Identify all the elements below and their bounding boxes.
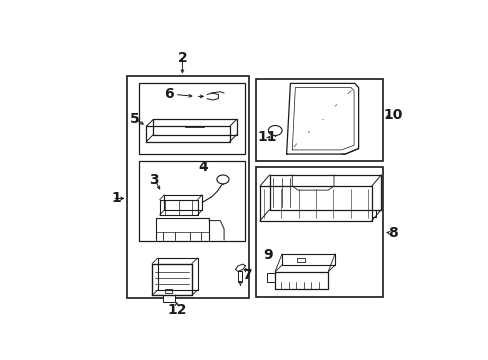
Bar [165,288,172,293]
Text: 4: 4 [198,159,208,174]
Text: 11: 11 [257,130,277,144]
Circle shape [268,126,282,135]
Text: 2: 2 [177,51,187,66]
Text: 7: 7 [242,268,251,282]
Text: 1: 1 [111,192,121,206]
Bar [163,294,175,302]
Bar [266,273,275,282]
Text: 3: 3 [149,174,159,188]
Bar [256,167,383,297]
Bar [256,79,383,161]
Text: 12: 12 [166,303,186,317]
Circle shape [217,175,228,184]
Text: 8: 8 [387,226,397,240]
Text: 9: 9 [263,248,272,262]
Bar [139,84,244,154]
Bar [139,161,244,242]
Bar [297,258,304,262]
Text: 5: 5 [130,112,140,126]
Bar [127,76,248,298]
Text: 10: 10 [382,108,402,122]
Text: 6: 6 [164,87,174,102]
